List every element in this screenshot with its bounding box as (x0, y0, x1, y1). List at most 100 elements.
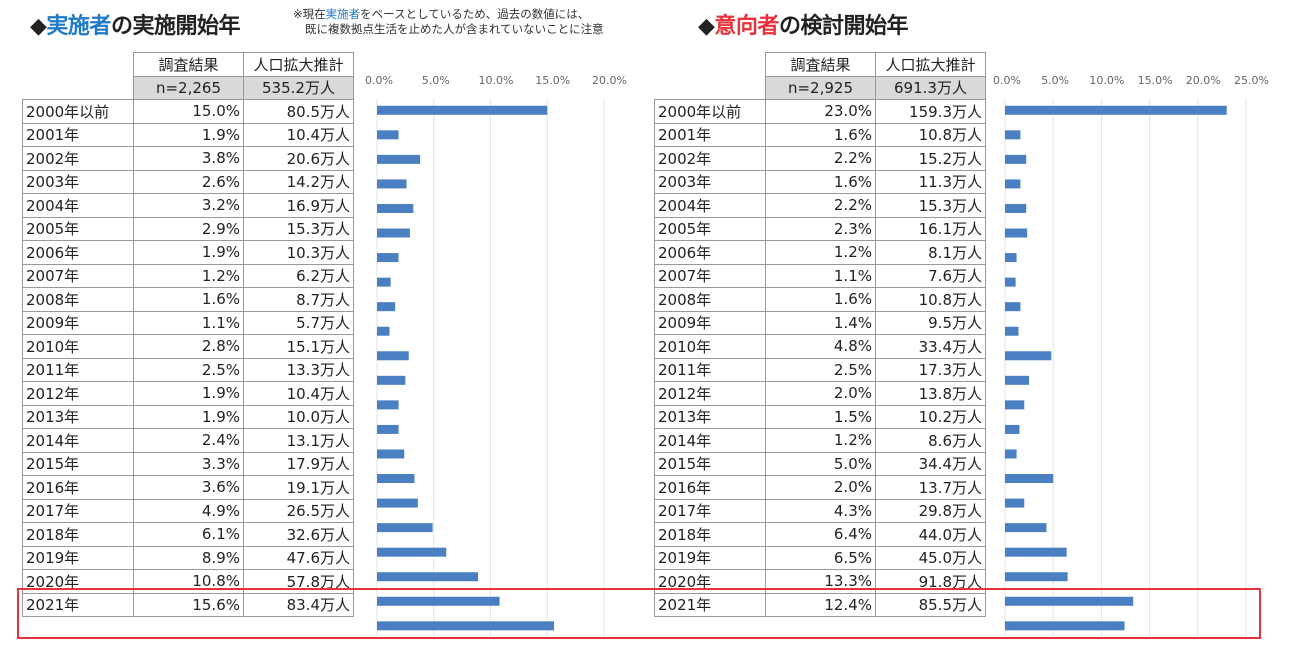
right-table: 調査結果 人口拡大推計 n=2,925 691.3万人 2000年以前 23.0% 15… (654, 52, 986, 617)
bar (377, 179, 407, 189)
table-row: 2000年以前 15.0% 80.5万人 (22, 99, 354, 124)
survey-percent: 6.1% (133, 522, 244, 547)
table-row: 2017年 4.3% 29.8万人 (654, 498, 986, 523)
x-tick-label: 20.0% (592, 74, 627, 87)
category-label: 2018年 (654, 522, 766, 547)
table-row: 2011年 2.5% 13.3万人 (22, 357, 354, 382)
category-label: 2015年 (654, 451, 766, 476)
table-row: 2012年 1.9% 10.4万人 (22, 381, 354, 406)
bar (1005, 154, 1027, 164)
bar (1005, 424, 1020, 434)
survey-percent: 2.2% (765, 193, 876, 218)
population-estimate: 15.2万人 (875, 146, 986, 171)
x-tick-label: 10.0% (479, 74, 514, 87)
survey-percent: 6.5% (765, 545, 876, 570)
bar (377, 203, 414, 213)
right-title: ◆意向者の検討開始年 (698, 8, 908, 40)
table-row: 2005年 2.9% 15.3万人 (22, 216, 354, 241)
population-estimate: 17.9万人 (243, 451, 354, 476)
survey-percent: 2.2% (765, 146, 876, 171)
survey-percent: 1.4% (765, 310, 876, 335)
bar (377, 326, 390, 336)
category-label: 2019年 (22, 545, 134, 570)
survey-percent: 2.5% (765, 357, 876, 382)
note-line2: 既に複数拠点生活を止めた人が含まれていないことに注意 (305, 22, 604, 36)
population-estimate: 13.1万人 (243, 428, 354, 453)
bar (1005, 375, 1030, 385)
population-estimate: 8.7万人 (243, 287, 354, 312)
x-tick-label: 15.0% (535, 74, 570, 87)
bar (377, 547, 447, 557)
bar (1005, 253, 1017, 263)
table-row: 2004年 3.2% 16.9万人 (22, 193, 354, 218)
survey-percent: 2.6% (133, 169, 244, 194)
population-estimate: 10.8万人 (875, 122, 986, 147)
table-row: 2001年 1.9% 10.4万人 (22, 122, 354, 147)
category-label: 2017年 (654, 498, 766, 523)
survey-percent: 4.8% (765, 334, 876, 359)
table-row: 2006年 1.9% 10.3万人 (22, 240, 354, 265)
category-label: 2000年以前 (22, 99, 134, 124)
table-row: 2000年以前 23.0% 159.3万人 (654, 99, 986, 124)
bar (1005, 621, 1125, 631)
table-row: 2021年 15.6% 83.4万人 (22, 592, 354, 617)
population-estimate: 10.4万人 (243, 122, 354, 147)
diamond-icon: ◆ (30, 14, 47, 39)
table-row: 2015年 3.3% 17.9万人 (22, 451, 354, 476)
survey-percent: 1.9% (133, 381, 244, 406)
survey-percent: 23.0% (765, 99, 876, 124)
x-tick-label: 15.0% (1138, 74, 1173, 87)
table-row: 2010年 4.8% 33.4万人 (654, 334, 986, 359)
survey-percent: 1.1% (133, 310, 244, 335)
population-estimate: 15.3万人 (243, 216, 354, 241)
survey-percent: 1.2% (765, 428, 876, 453)
category-label: 2012年 (22, 381, 134, 406)
right-title-rest: の検討開始年 (778, 14, 909, 39)
bar (1005, 302, 1021, 312)
table-row: 2015年 5.0% 34.4万人 (654, 451, 986, 476)
x-tick-label: 0.0% (993, 74, 1021, 87)
sample-size: n=2,265 (133, 75, 244, 100)
category-label: 2013年 (22, 404, 134, 429)
bar (377, 253, 399, 263)
survey-percent: 1.6% (765, 287, 876, 312)
survey-percent: 15.0% (133, 99, 244, 124)
bar (377, 498, 418, 508)
bar (377, 375, 406, 385)
bar (377, 400, 399, 410)
category-label: 2012年 (654, 381, 766, 406)
category-label: 2010年 (22, 334, 134, 359)
bar (377, 277, 391, 287)
x-tick-label: 20.0% (1186, 74, 1221, 87)
table-row: 2012年 2.0% 13.8万人 (654, 381, 986, 406)
bar (1005, 326, 1019, 336)
table-row: 2010年 2.8% 15.1万人 (22, 334, 354, 359)
survey-percent: 1.2% (765, 240, 876, 265)
left-title-rest: の実施開始年 (110, 14, 241, 39)
bar (1005, 596, 1134, 606)
survey-percent: 2.8% (133, 334, 244, 359)
bar (377, 154, 421, 164)
category-label: 2007年 (654, 263, 766, 288)
col-header-survey: 調査結果 (765, 52, 876, 77)
x-tick-label: 5.0% (422, 74, 450, 87)
population-estimate: 5.7万人 (243, 310, 354, 335)
bar (1005, 277, 1016, 287)
table-row: 2018年 6.1% 32.6万人 (22, 522, 354, 547)
population-estimate: 9.5万人 (875, 310, 986, 335)
category-label: 2004年 (654, 193, 766, 218)
survey-percent: 3.2% (133, 193, 244, 218)
table-row: 2001年 1.6% 10.8万人 (654, 122, 986, 147)
category-label: 2003年 (654, 169, 766, 194)
bar (377, 105, 548, 115)
population-estimate: 15.1万人 (243, 334, 354, 359)
population-estimate: 29.8万人 (875, 498, 986, 523)
survey-percent: 2.5% (133, 357, 244, 382)
table-row: 2007年 1.1% 7.6万人 (654, 263, 986, 288)
highlight-box-2020-2021 (17, 588, 1261, 639)
table-row: 2008年 1.6% 8.7万人 (22, 287, 354, 312)
total-estimate: 535.2万人 (243, 75, 354, 100)
category-label: 2011年 (654, 357, 766, 382)
category-label: 2015年 (22, 451, 134, 476)
x-tick-label: 25.0% (1234, 74, 1269, 87)
